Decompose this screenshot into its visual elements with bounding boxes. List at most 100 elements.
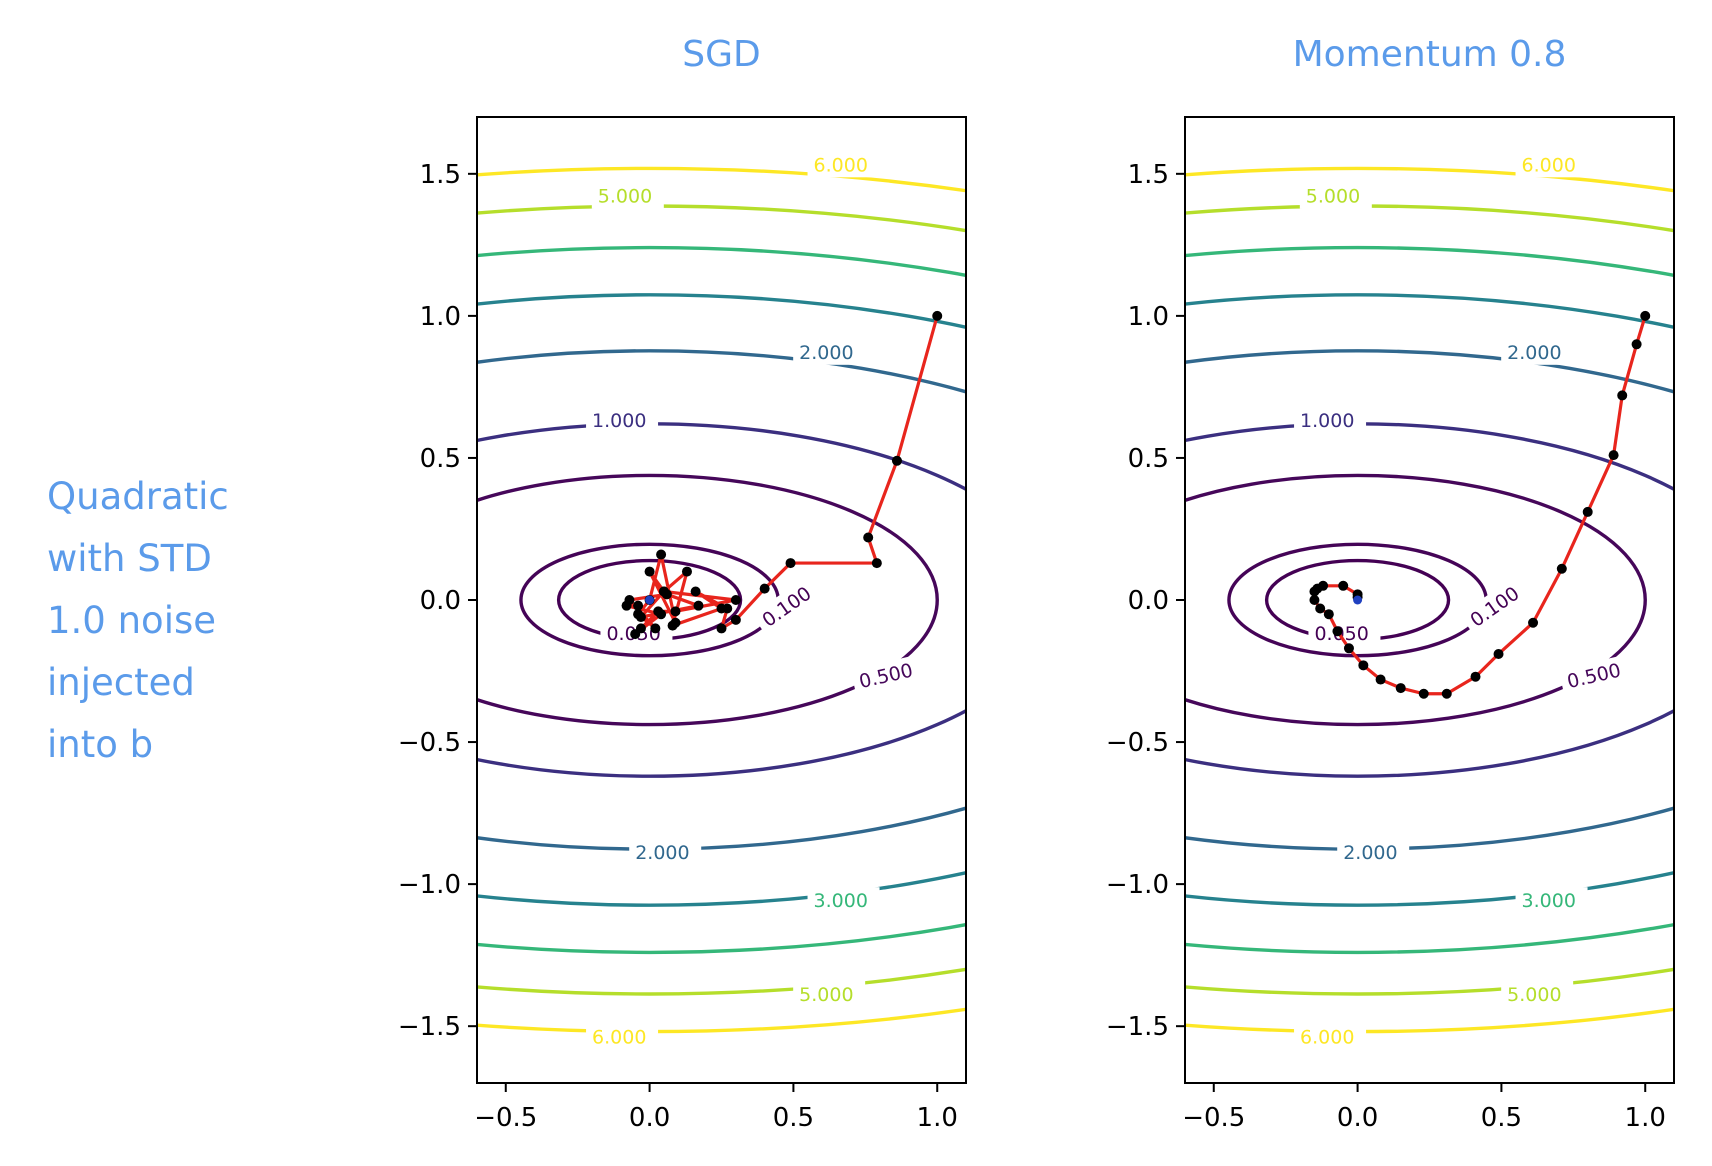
trajectory-point bbox=[1617, 390, 1628, 401]
contour-label-bg bbox=[1558, 653, 1635, 696]
y-tick-label: 0.5 bbox=[1128, 444, 1169, 474]
row-label-line: 1.0 noise bbox=[47, 599, 217, 642]
y-tick-label: 0.0 bbox=[420, 586, 461, 616]
y-tick-label: −1.5 bbox=[398, 1012, 461, 1042]
contour-label-group: 1.000 bbox=[1294, 407, 1367, 434]
trajectory-point bbox=[690, 586, 701, 597]
contour-label: 2.000 bbox=[799, 342, 853, 364]
trajectory-point bbox=[871, 558, 882, 569]
trajectory-point bbox=[656, 549, 667, 560]
row-label: Quadratic with STD 1.0 noise injected in… bbox=[47, 466, 297, 776]
contour-label: 6.000 bbox=[814, 154, 868, 176]
trajectory-point bbox=[1309, 595, 1320, 605]
chart-title: Momentum 0.8 bbox=[1293, 34, 1567, 75]
trajectory-point bbox=[891, 455, 902, 466]
contour-label-bg bbox=[807, 151, 880, 178]
trajectory-point bbox=[1640, 310, 1651, 321]
contour-label-bg bbox=[850, 653, 927, 696]
contour-label: 6.000 bbox=[592, 1027, 646, 1049]
contour-label-bg bbox=[793, 338, 866, 365]
contour-label: 0.050 bbox=[1314, 623, 1368, 645]
contour-label-group: 5.000 bbox=[1501, 980, 1574, 1007]
trajectory-point bbox=[1470, 671, 1481, 682]
trajectory-point bbox=[1582, 506, 1593, 517]
trajectory-point bbox=[716, 623, 727, 634]
axes-frame bbox=[476, 116, 967, 1084]
trajectory-point bbox=[1608, 450, 1619, 461]
contour-label: 1.000 bbox=[592, 410, 646, 432]
x-tick-label: 0.0 bbox=[1337, 1103, 1378, 1133]
contour-label: 2.000 bbox=[635, 842, 689, 864]
trajectory-point bbox=[1315, 603, 1326, 614]
y-tick-label: 1.0 bbox=[420, 302, 461, 332]
trajectory-point bbox=[621, 600, 632, 611]
trajectory-point bbox=[1338, 580, 1349, 591]
x-tick-label: −0.5 bbox=[474, 1103, 537, 1133]
contour-label-group: 0.500 bbox=[1558, 653, 1635, 696]
trajectory-point bbox=[1418, 688, 1429, 699]
trajectory-point bbox=[1332, 626, 1343, 637]
contour-label-bg bbox=[591, 182, 664, 209]
contour-line bbox=[1185, 473, 1647, 727]
contour-label-bg bbox=[1294, 1023, 1367, 1050]
contour-label-group: 2.000 bbox=[1501, 338, 1574, 365]
chart-title: SGD bbox=[682, 34, 760, 75]
contour-label-group: 5.000 bbox=[793, 980, 866, 1007]
contour-label-group: 6.000 bbox=[586, 1023, 659, 1050]
trajectory-point bbox=[656, 609, 667, 620]
y-tick-label: 0.5 bbox=[420, 444, 461, 474]
y-tick-label: −1.0 bbox=[1106, 870, 1169, 900]
contour-label-group: 1.000 bbox=[586, 407, 659, 434]
y-tick-label: −1.0 bbox=[398, 870, 461, 900]
row-label-line: Quadratic bbox=[47, 475, 229, 518]
trajectory-point bbox=[1493, 648, 1504, 659]
contour-label-group: 0.500 bbox=[850, 653, 927, 696]
contour-label-bg bbox=[629, 838, 702, 865]
trajectory-point bbox=[759, 583, 770, 594]
x-tick-label: 1.0 bbox=[917, 1103, 958, 1133]
trajectory-point bbox=[1343, 643, 1354, 654]
trajectory-point bbox=[635, 612, 646, 623]
trajectory-point bbox=[1631, 339, 1642, 350]
trajectory-point bbox=[1375, 674, 1386, 685]
y-tick-label: 1.5 bbox=[420, 160, 461, 190]
contour-label-group: 2.000 bbox=[1337, 838, 1410, 865]
trajectory-point bbox=[1323, 609, 1334, 620]
y-tick-label: 1.0 bbox=[1128, 302, 1169, 332]
contour-label-bg bbox=[1299, 182, 1372, 209]
chart-panel-momentum: 6.000 5.000 2.000 1.000 0.100 0.050 0.500 2.000… bbox=[1106, 34, 1675, 1133]
contour-label-bg bbox=[1294, 407, 1367, 434]
contour-label-group: 6.000 bbox=[1294, 1023, 1367, 1050]
contour-label-group: 3.000 bbox=[1515, 887, 1588, 914]
contour-line bbox=[477, 293, 966, 907]
trajectory-point bbox=[1358, 660, 1369, 671]
trajectory-point bbox=[863, 532, 874, 543]
contour-label-group: 0.100 bbox=[1459, 573, 1534, 637]
trajectory-point bbox=[693, 600, 704, 611]
contour-label-group: 2.000 bbox=[629, 838, 702, 865]
contour-label: 3.000 bbox=[814, 890, 868, 912]
trajectory-point bbox=[670, 617, 681, 628]
trajectory-point bbox=[1556, 563, 1567, 574]
contour-label-bg bbox=[1501, 980, 1574, 1007]
contour-label-bg bbox=[586, 407, 659, 434]
trajectory-point bbox=[644, 566, 655, 577]
contour-line bbox=[477, 246, 966, 954]
contour-label-bg bbox=[1501, 338, 1574, 365]
contour-label-group: 5.000 bbox=[1299, 182, 1372, 209]
contour-label-bg bbox=[751, 573, 826, 637]
contour-label-bg bbox=[1515, 151, 1588, 178]
trajectory-point bbox=[785, 558, 796, 569]
contour-label-group: 5.000 bbox=[591, 182, 664, 209]
trajectory-point bbox=[730, 614, 741, 625]
contour-label: 5.000 bbox=[1507, 984, 1561, 1006]
trajectory-point bbox=[1441, 688, 1452, 699]
contour-label: 5.000 bbox=[598, 186, 652, 208]
trajectory-point bbox=[670, 606, 681, 617]
contour-label-bg bbox=[1515, 887, 1588, 914]
trajectory-point bbox=[630, 629, 641, 640]
trajectory-point bbox=[633, 600, 644, 611]
contour-label-bg bbox=[1337, 838, 1410, 865]
contour-label: 2.000 bbox=[1507, 342, 1561, 364]
